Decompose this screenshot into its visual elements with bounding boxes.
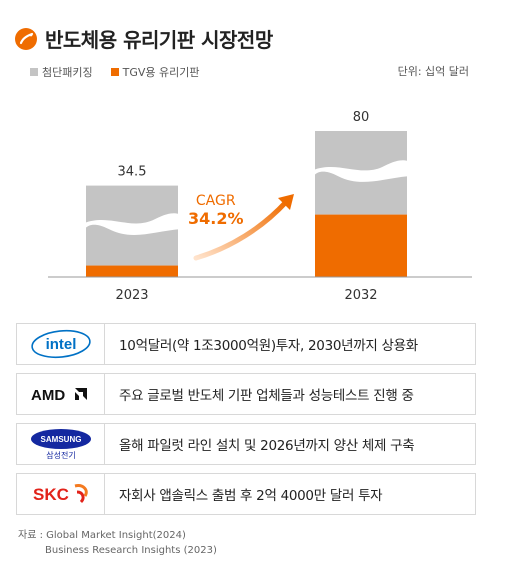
unit-label: 단위: 십억 달러: [397, 65, 469, 78]
growth-arrowhead-icon: [278, 194, 294, 210]
samsung-logo: SAMSUNG 삼성전기: [17, 424, 105, 464]
company-list: intel 10억달러(약 1조3000억원)투자, 2030년까지 상용화 A…: [16, 323, 476, 523]
skc-logo: SKC: [17, 474, 105, 514]
company-row-amd: AMD 주요 글로벌 반도체 기판 업체들과 성능테스트 진행 중: [16, 373, 476, 415]
brand-logo-icon: [14, 27, 38, 51]
legend-item-advanced-packaging: 첨단패키징: [30, 64, 93, 80]
legend-item-tgv-glass: TGV용 유리기판: [110, 64, 200, 80]
chart-legend: 첨단패키징 TGV용 유리기판: [30, 64, 217, 80]
samsung-logo-icon: SAMSUNG 삼성전기: [30, 429, 91, 460]
bar-tgv-glass-2023: [86, 265, 178, 277]
company-text: 자회사 앱솔릭스 출범 후 2억 4000만 달러 투자: [119, 488, 383, 504]
growth-arrow-icon: [193, 199, 289, 261]
intel-logo-icon: intel: [30, 329, 91, 359]
skc-logo-icon: SKC: [33, 484, 88, 504]
amd-logo-text: AMD: [31, 387, 65, 404]
company-row-intel: intel 10억달러(약 1조3000억원)투자, 2030년까지 상용화: [16, 323, 476, 365]
intel-logo: intel: [17, 324, 105, 364]
intel-logo-text: intel: [45, 336, 76, 353]
category-label-2032: 2032: [344, 288, 377, 303]
company-text: 올해 파일럿 라인 설치 및 2026년까지 양산 체제 구축: [119, 438, 415, 454]
cagr-annotation: CAGR 34.2%: [188, 193, 244, 228]
samsung-logo-text: SAMSUNG: [40, 435, 81, 444]
legend-label: 첨단패키징: [42, 66, 93, 79]
cagr-value: 34.2%: [188, 209, 244, 228]
axis-break-2023: [83, 213, 182, 235]
chart-header: 반도체용 유리기판 시장전망: [14, 24, 273, 53]
axis-break-2032: [312, 160, 411, 182]
company-text: 10억달러(약 1조3000억원)투자, 2030년까지 상용화: [119, 338, 418, 354]
company-row-samsung: SAMSUNG 삼성전기 올해 파일럿 라인 설치 및 2026년까지 양산 체…: [16, 423, 476, 465]
stacked-bar-chart: 34.5 2023 80 2032: [48, 110, 472, 303]
legend-swatch-gray: [30, 68, 38, 76]
total-label-2032: 80: [353, 110, 370, 125]
legend-swatch-orange: [110, 68, 119, 76]
amd-logo-icon: AMD: [31, 387, 87, 404]
source-label: 자료 :: [18, 530, 43, 541]
legend-label: TGV용 유리기판: [122, 66, 200, 79]
total-label-2023: 34.5: [118, 165, 147, 180]
page-title: 반도체용 유리기판 시장전망: [45, 28, 273, 52]
cagr-label: CAGR: [195, 193, 236, 209]
company-row-skc: SKC 자회사 앱솔릭스 출범 후 2억 4000만 달러 투자: [16, 473, 476, 515]
source-line-1: Global Market Insight(2024): [46, 530, 186, 541]
company-text: 주요 글로벌 반도체 기판 업체들과 성능테스트 진행 중: [119, 388, 414, 404]
bar-tgv-glass-2032: [315, 214, 407, 277]
amd-logo: AMD: [17, 374, 105, 414]
samsung-sublogo-text: 삼성전기: [46, 450, 75, 460]
source-line-2: Business Research Insights (2023): [45, 545, 217, 556]
source-note: 자료 : Global Market Insight(2024) Busines…: [18, 528, 217, 558]
skc-logo-text: SKC: [33, 485, 69, 504]
category-label-2023: 2023: [115, 288, 148, 303]
